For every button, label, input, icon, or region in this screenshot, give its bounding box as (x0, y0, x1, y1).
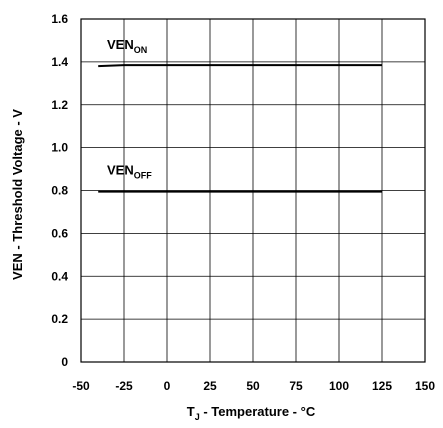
x-tick-label: 0 (164, 379, 171, 393)
x-tick-labels: -50 -25 0 25 50 75 100 125 150 (72, 379, 435, 393)
y-tick-labels: 0 0.2 0.4 0.6 0.8 1.0 1.2 1.4 1.6 (51, 12, 68, 369)
plot-area-frame (80, 18, 426, 363)
series-labels: VENON VENOFF (107, 37, 152, 180)
x-tick-label: 25 (203, 379, 217, 393)
x-tick-label: 50 (246, 379, 260, 393)
y-axis-title: VEN - Threshold Voltage - V (10, 109, 25, 280)
grid-lines (80, 18, 426, 363)
x-tick-label: 150 (415, 379, 435, 393)
series-label-off: VENOFF (107, 163, 152, 181)
series-line-on (98, 64, 382, 68)
x-tick-label: 75 (289, 379, 303, 393)
y-tick-label: 0.8 (51, 184, 68, 198)
y-tick-label: 1.2 (51, 98, 68, 112)
x-tick-label: -50 (72, 379, 90, 393)
x-tick-label: 100 (329, 379, 349, 393)
y-tick-label: 0.2 (51, 312, 68, 326)
x-axis-title-main: T (187, 404, 195, 419)
y-tick-label: 0.4 (51, 269, 68, 283)
y-tick-label: 1.6 (51, 12, 68, 26)
series-label-on: VENON (107, 37, 147, 55)
y-tick-label: 0.6 (51, 226, 68, 240)
x-tick-label: -25 (115, 379, 133, 393)
x-axis-title: TJ - Temperature - °C (187, 404, 316, 422)
x-axis-title-subscript: J (195, 412, 200, 422)
x-axis-title-rest: - Temperature - °C (200, 404, 316, 419)
y-tick-label: 1.4 (51, 55, 68, 69)
y-tick-label: 1.0 (51, 141, 68, 155)
series-layer (98, 64, 382, 193)
x-tick-label: 125 (372, 379, 392, 393)
y-tick-label: 0 (61, 355, 68, 369)
